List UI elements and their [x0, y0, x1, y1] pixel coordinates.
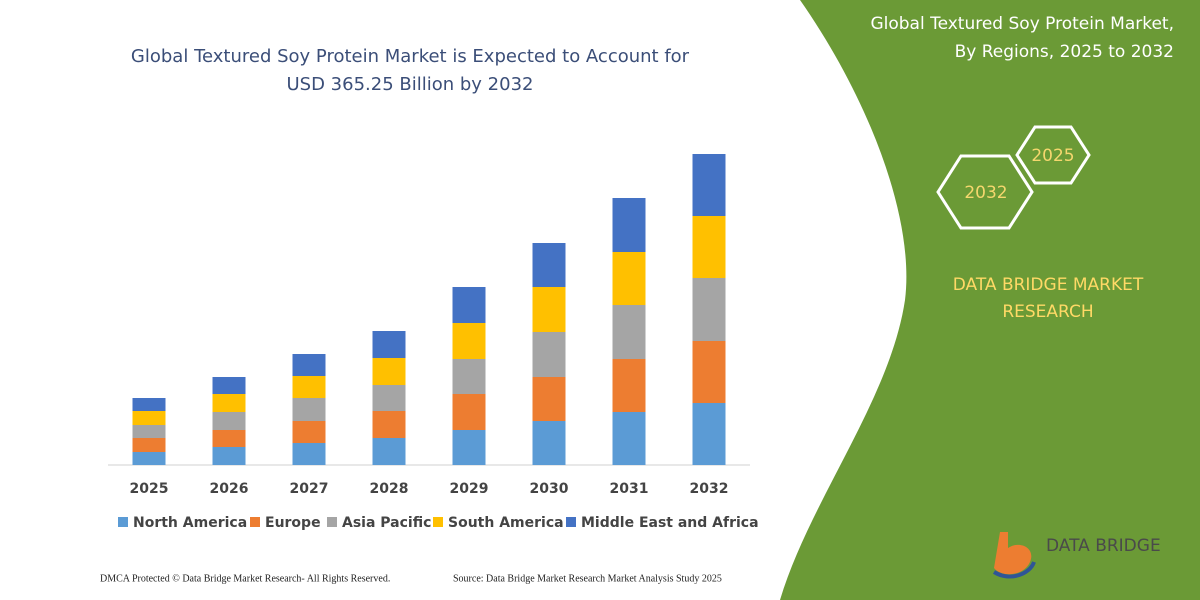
x-tick-label: 2026 [210, 481, 249, 497]
bar-segment [212, 394, 246, 412]
bar-segment [372, 358, 406, 385]
bar-segment [452, 394, 486, 430]
bar-segment [692, 278, 726, 341]
bar-segment [452, 287, 486, 323]
panel-title: By Regions, 2025 to 2032 [955, 42, 1174, 62]
hexagon [936, 154, 1034, 230]
bar-segment [372, 438, 406, 465]
green-panel [780, 0, 1200, 600]
legend-swatch [566, 517, 576, 527]
x-tick-label: 2025 [130, 481, 169, 497]
brand: RESEARCH [1002, 302, 1093, 322]
bar-segment [612, 252, 646, 305]
bar-segment [532, 287, 566, 332]
bar-segment [532, 332, 566, 377]
hex-year: 2025 [1031, 146, 1074, 166]
bar-segment [292, 443, 326, 465]
legend-swatch [118, 517, 128, 527]
bar-segment [132, 425, 166, 438]
x-tick-label: 2027 [290, 481, 329, 497]
bar-segment [372, 385, 406, 411]
bar-segment [212, 377, 246, 394]
bar-segment [292, 421, 326, 443]
bar-segment [292, 354, 326, 376]
footer-rights: DMCA Protected © Data Bridge Market Rese… [100, 573, 390, 584]
bar-segment [452, 359, 486, 394]
bar-segment [612, 198, 646, 252]
bar-segment [212, 430, 246, 447]
bar-segment [532, 377, 566, 421]
legend-swatch [433, 517, 443, 527]
bar-segment [532, 421, 566, 465]
bar-segment [692, 341, 726, 403]
bar-segment [692, 403, 726, 465]
x-tick-label: 2029 [450, 481, 489, 497]
bar-segment [132, 452, 166, 465]
legend-label: Asia Pacific [342, 515, 431, 531]
footer-source: Source: Data Bridge Market Research Mark… [453, 573, 722, 584]
chart-title: Global Textured Soy Protein Market is Ex… [131, 46, 690, 67]
bar-segment [212, 412, 246, 430]
bar-segment [292, 376, 326, 398]
bar-segment [132, 398, 166, 411]
bar-segment [372, 411, 406, 438]
legend-label: South America [448, 515, 564, 531]
legend-label: Europe [265, 515, 321, 531]
bar-segment [612, 412, 646, 465]
bar-segment [692, 216, 726, 278]
bar-segment [292, 398, 326, 421]
legend-label: North America [133, 515, 247, 531]
x-tick-label: 2028 [370, 481, 409, 497]
chart-title: USD 365.25 Billion by 2032 [287, 74, 534, 95]
bar-segment [372, 331, 406, 358]
x-tick-label: 2031 [610, 481, 649, 497]
panel-title: Global Textured Soy Protein Market, [870, 14, 1174, 34]
x-tick-label: 2030 [530, 481, 569, 497]
logo-text: DATA BRIDGE [1046, 536, 1161, 556]
bar-segment [532, 243, 566, 287]
legend-label: Middle East and Africa [581, 515, 759, 531]
legend-swatch [327, 517, 337, 527]
bar-segment [692, 154, 726, 216]
hex-year: 2032 [964, 183, 1007, 203]
legend-swatch [250, 517, 260, 527]
bar-segment [612, 359, 646, 412]
bar-segment [452, 430, 486, 465]
bar-segment [452, 323, 486, 359]
bar-segment [132, 411, 166, 425]
bar-segment [212, 447, 246, 465]
x-tick-label: 2032 [690, 481, 729, 497]
logo-mark [992, 561, 1036, 579]
bar-segment [612, 305, 646, 359]
logo-mark [994, 532, 1032, 575]
bar-segment [132, 438, 166, 452]
brand: DATA BRIDGE MARKET [953, 275, 1144, 295]
hexagon [1015, 125, 1091, 185]
